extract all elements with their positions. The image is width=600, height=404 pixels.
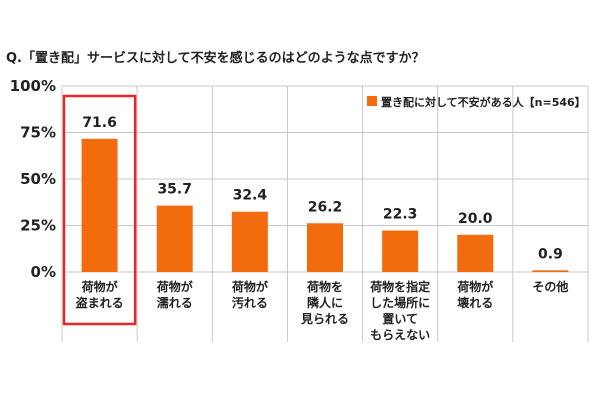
x-tick-label: 荷物を (306, 279, 343, 294)
data-label: 22.3 (383, 207, 418, 223)
x-tick-label: 濡れる (157, 295, 193, 310)
x-tick-label: 汚れる (232, 295, 268, 310)
x-tick-label: もらえない (370, 328, 430, 342)
bar (457, 234, 494, 272)
bar (307, 223, 343, 272)
bar (81, 138, 118, 272)
data-label: 26.2 (308, 199, 343, 215)
x-tick-label: その他 (532, 279, 568, 294)
data-label: 35.7 (157, 182, 192, 198)
x-tick-label: 荷物を指定 (369, 279, 430, 294)
y-tick-label: 100% (10, 77, 56, 95)
data-label: 71.6 (82, 115, 117, 131)
x-tick-label: 盗まれる (76, 295, 124, 310)
y-tick-label: 75% (20, 124, 56, 142)
data-label: 32.4 (233, 188, 268, 204)
bar (231, 211, 268, 272)
bar (382, 230, 419, 272)
legend-label: 置き配に対して不安がある人【n=546】 (381, 95, 586, 109)
highlight-box (62, 94, 137, 326)
data-label: 0.9 (538, 246, 563, 262)
x-tick-label: 荷物が (81, 279, 118, 294)
x-tick-label: 荷物が (231, 279, 268, 294)
y-tick-label: 0% (31, 263, 56, 281)
x-tick-label: 置いて (382, 312, 418, 326)
x-tick-label: 壊れる (457, 295, 493, 310)
x-tick-label: 見られる (300, 311, 349, 326)
chart-title: Q.「置き配」サービスに対して不安を感じるのはどのような点ですか？ (6, 50, 425, 66)
x-tick-label: した場所に (370, 295, 430, 310)
x-tick-label: 荷物が (156, 279, 193, 294)
bar (156, 205, 193, 272)
legend-swatch (367, 96, 377, 106)
y-tick-label: 25% (20, 217, 56, 235)
x-tick-label: 荷物が (456, 279, 493, 294)
x-tick-label: 隣人に (307, 295, 343, 310)
bar (532, 270, 569, 272)
y-tick-label: 50% (20, 170, 56, 188)
data-label: 20.0 (458, 211, 493, 227)
